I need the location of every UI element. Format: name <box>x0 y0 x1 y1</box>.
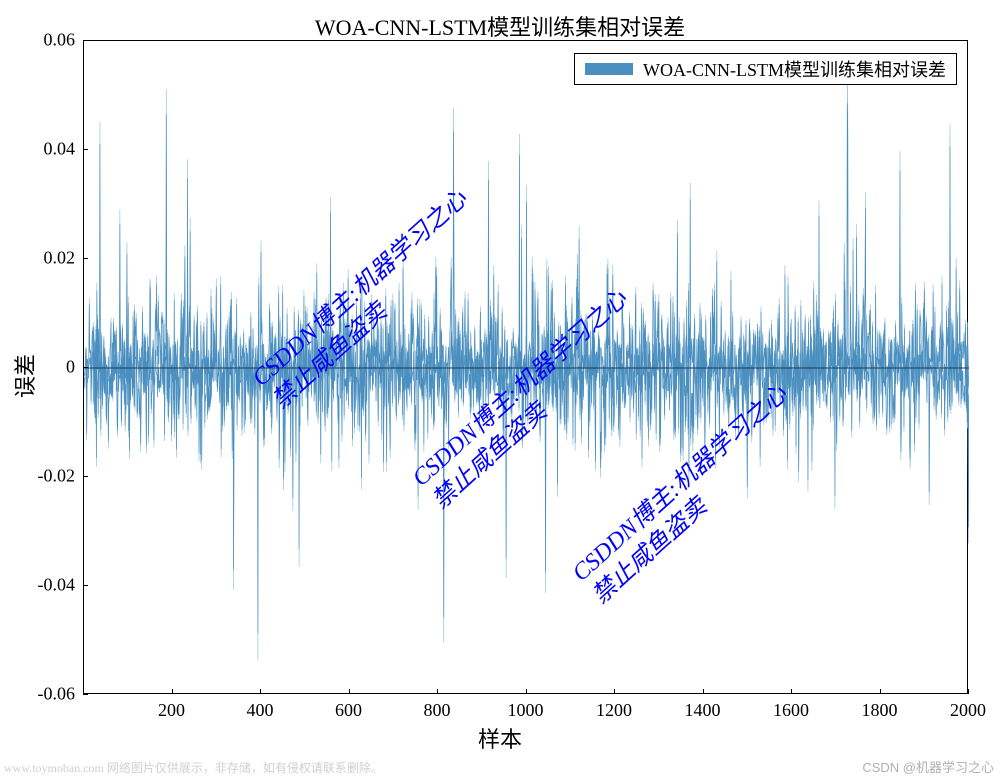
x-tick-label: 1600 <box>773 700 809 721</box>
x-tick-label: 200 <box>158 700 185 721</box>
x-axis-label: 样本 <box>0 722 1000 754</box>
x-tick-mark <box>880 689 881 694</box>
y-tick-label: -0.04 <box>0 575 75 596</box>
footer-left-text: www.toymoban.com 网络图片仅供展示，非存储，如有侵权请联系删除。 <box>4 759 383 776</box>
y-tick-label: 0.06 <box>0 30 75 51</box>
y-tick-label: -0.06 <box>0 684 75 705</box>
y-tick-mark <box>83 258 88 259</box>
y-tick-mark <box>83 694 88 695</box>
x-tick-label: 1800 <box>862 700 898 721</box>
legend-label: WOA-CNN-LSTM模型训练集相对误差 <box>643 56 946 82</box>
legend-swatch <box>585 63 633 75</box>
y-tick-mark <box>83 149 88 150</box>
plot-area: WOA-CNN-LSTM模型训练集相对误差 <box>83 40 968 694</box>
x-tick-mark <box>703 689 704 694</box>
x-tick-label: 2000 <box>950 700 986 721</box>
y-tick-mark <box>83 40 88 41</box>
y-tick-label: 0.04 <box>0 139 75 160</box>
x-tick-label: 800 <box>424 700 451 721</box>
x-tick-mark <box>968 689 969 694</box>
y-tick-mark <box>83 476 88 477</box>
legend: WOA-CNN-LSTM模型训练集相对误差 <box>574 53 957 85</box>
x-tick-label: 400 <box>247 700 274 721</box>
x-tick-label: 600 <box>335 700 362 721</box>
x-tick-mark <box>526 689 527 694</box>
chart-title: WOA-CNN-LSTM模型训练集相对误差 <box>0 10 1000 42</box>
y-tick-label: 0 <box>0 357 75 378</box>
footer-right-text: CSDN @机器学习之心 <box>862 757 994 776</box>
y-tick-mark <box>83 585 88 586</box>
x-tick-mark <box>791 689 792 694</box>
x-tick-label: 1200 <box>596 700 632 721</box>
chart-svg <box>84 41 969 695</box>
x-tick-mark <box>437 689 438 694</box>
x-tick-mark <box>260 689 261 694</box>
y-tick-label: -0.02 <box>0 466 75 487</box>
figure-root: WOA-CNN-LSTM模型训练集相对误差 误差 WOA-CNN-LSTM模型训… <box>0 0 1000 778</box>
y-tick-mark <box>83 367 88 368</box>
x-tick-label: 1000 <box>508 700 544 721</box>
x-tick-mark <box>614 689 615 694</box>
x-tick-label: 1400 <box>685 700 721 721</box>
x-tick-mark <box>349 689 350 694</box>
x-tick-mark <box>172 689 173 694</box>
y-tick-label: 0.02 <box>0 248 75 269</box>
